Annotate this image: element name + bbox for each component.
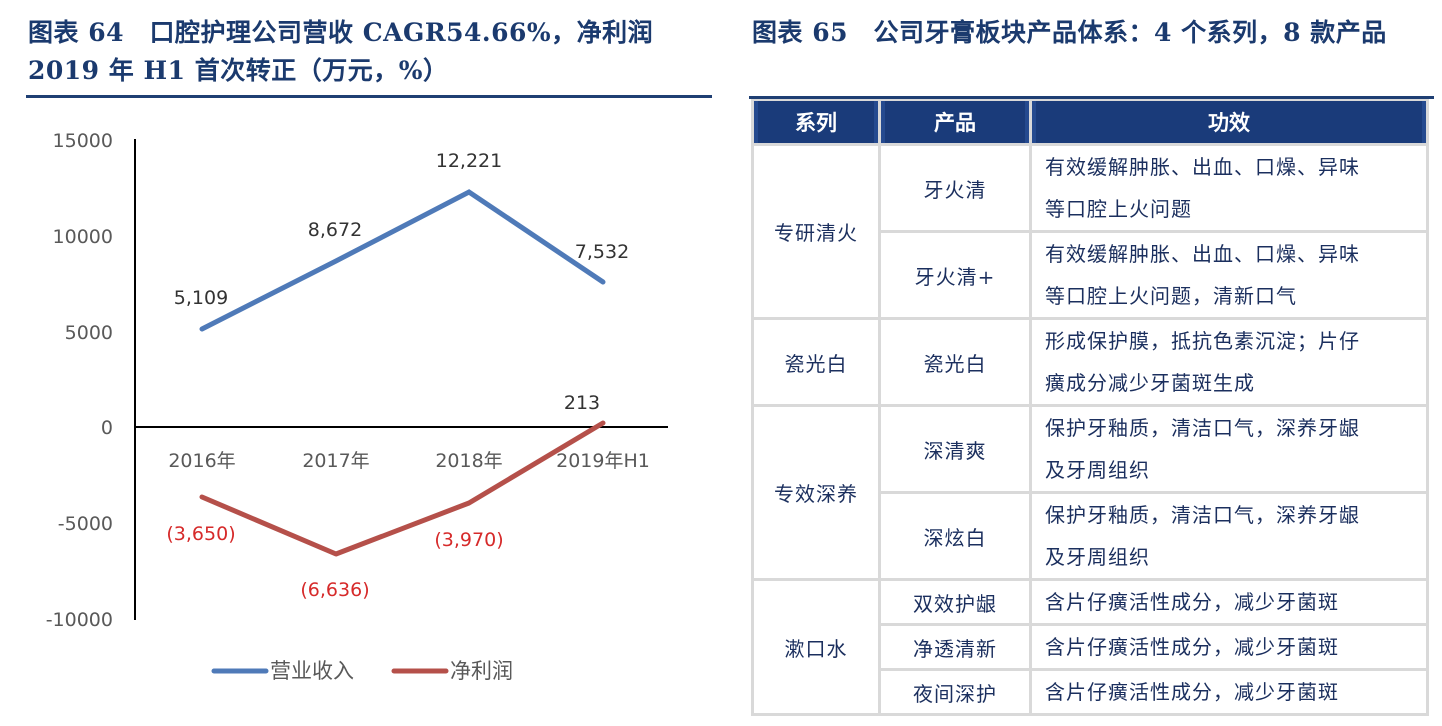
effect-cell: 保护牙釉质，清洁口气，深养牙龈 及牙周组织 <box>1029 404 1429 494</box>
header-effect: 功效 <box>1029 99 1429 146</box>
product-cell: 深清爽 <box>878 404 1032 494</box>
table-row: 专研清火 牙火清 有效缓解肿胀、出血、口燥、异味 等口腔上火问题 <box>751 143 1429 320</box>
figure-64-title: 图表 64 口腔护理公司营收 CAGR54.66%，净利润 2019 年 H1 … <box>28 18 654 85</box>
effect-cell: 含片仔癀活性成分，减少牙菌斑 <box>1029 578 1429 626</box>
y-tick: 5000 <box>65 322 113 344</box>
data-label: (6,636) <box>300 579 369 601</box>
product-cell: 深炫白 <box>878 491 1032 581</box>
y-tick: -5000 <box>58 513 113 535</box>
y-tick: 0 <box>101 417 113 439</box>
x-tick-labels: 2016年 2017年 2018年 2019年H1 <box>168 450 650 472</box>
product-cell: 净透清新 <box>878 623 1032 671</box>
net-profit-data-labels: (3,650) (6,636) (3,970) 213 <box>166 392 600 601</box>
x-tick: 2017年 <box>302 450 369 472</box>
header-product: 产品 <box>878 99 1032 146</box>
title-divider-left <box>26 95 712 98</box>
effect-text: 及牙周组织 <box>1045 458 1150 482</box>
table-row: 深炫白 保护牙釉质，清洁口气，深养牙龈 及牙周组织 <box>753 491 1429 581</box>
product-table: 系列 产品 功效 专研清火 牙火清 有效缓解肿胀、出血、口燥、异味 等口腔上火问题… <box>749 96 1436 716</box>
y-tick: -10000 <box>46 609 113 631</box>
data-label: 5,109 <box>174 287 228 309</box>
revenue-line <box>199 189 606 332</box>
y-tick: 10000 <box>53 226 113 248</box>
data-label: 12,221 <box>436 150 502 172</box>
data-label: 8,672 <box>308 219 362 241</box>
table-row: 牙火清+ 有效缓解肿胀、出血、口燥、异味 等口腔上火问题，清新口气 <box>753 230 1429 320</box>
data-label: (3,650) <box>166 523 235 545</box>
product-cell: 双效护龈 <box>878 578 1032 626</box>
effect-text: 及牙周组织 <box>1045 545 1150 569</box>
data-label: (3,970) <box>434 529 503 551</box>
y-tick: 15000 <box>53 130 113 152</box>
figure-65-title: 图表 65 公司牙膏板块产品体系：4 个系列，8 款产品 <box>752 18 1387 47</box>
effect-cell: 保护牙釉质，清洁口气，深养牙龈 及牙周组织 <box>1029 491 1429 581</box>
effect-cell: 有效缓解肿胀、出血、口燥、异味 等口腔上火问题 <box>1029 143 1429 233</box>
table-header-row: 系列 产品 功效 <box>751 99 1429 146</box>
table-row: 夜间深护 含片仔癀活性成分，减少牙菌斑 <box>753 668 1429 716</box>
data-label: 7,532 <box>575 241 629 263</box>
effect-cell: 含片仔癀活性成分，减少牙菌斑 <box>1029 623 1429 671</box>
product-cell: 瓷光白 <box>878 317 1032 407</box>
header-series: 系列 <box>751 99 881 146</box>
product-cell: 夜间深护 <box>878 668 1032 716</box>
y-tick-labels: 15000 10000 5000 0 -5000 -10000 <box>46 130 113 631</box>
x-tick: 2016年 <box>168 450 235 472</box>
x-tick: 2018年 <box>435 450 502 472</box>
effect-text: 等口腔上火问题 <box>1045 197 1192 221</box>
legend-net-profit-label: 净利润 <box>450 659 513 683</box>
revenue-data-labels: 5,109 8,672 12,221 7,532 <box>174 150 629 309</box>
effect-cell: 含片仔癀活性成分，减少牙菌斑 <box>1029 668 1429 716</box>
effect-text: 有效缓解肿胀、出血、口燥、异味 <box>1045 242 1360 266</box>
legend-revenue-label: 营业收入 <box>270 659 354 683</box>
product-cell: 牙火清+ <box>878 230 1032 320</box>
series-cell: 专研清火 <box>751 143 881 320</box>
series-cell: 漱口水 <box>751 578 881 716</box>
series-cell: 瓷光白 <box>751 317 881 407</box>
table-row: 瓷光白 瓷光白 形成保护膜，抵抗色素沉淀；片仔 癀成分减少牙菌斑生成 <box>751 317 1429 407</box>
legend: 营业收入 净利润 <box>211 659 513 683</box>
title-divider-right <box>749 96 1434 99</box>
effect-text: 有效缓解肿胀、出血、口燥、异味 <box>1045 155 1360 179</box>
product-cell: 牙火清 <box>878 143 1032 233</box>
effect-cell: 形成保护膜，抵抗色素沉淀；片仔 癀成分减少牙菌斑生成 <box>1029 317 1429 407</box>
data-label: 213 <box>564 392 600 414</box>
effect-text: 癀成分减少牙菌斑生成 <box>1045 371 1255 395</box>
table-row: 漱口水 双效护龈 含片仔癀活性成分，减少牙菌斑 <box>751 578 1429 716</box>
effect-text: 保护牙釉质，清洁口气，深养牙龈 <box>1045 503 1360 527</box>
table-row: 净透清新 含片仔癀活性成分，减少牙菌斑 <box>753 623 1429 671</box>
series-cell: 专效深养 <box>751 404 881 581</box>
net-profit-line <box>199 420 606 557</box>
table-row: 专效深养 深清爽 保护牙釉质，清洁口气，深养牙龈 及牙周组织 <box>751 404 1429 581</box>
line-chart: 15000 10000 5000 0 -5000 -10000 2016年 20… <box>0 110 720 722</box>
effect-cell: 有效缓解肿胀、出血、口燥、异味 等口腔上火问题，清新口气 <box>1029 230 1429 320</box>
x-tick: 2019年H1 <box>556 450 650 472</box>
effect-text: 形成保护膜，抵抗色素沉淀；片仔 <box>1045 329 1360 353</box>
effect-text: 等口腔上火问题，清新口气 <box>1045 284 1297 308</box>
effect-text: 保护牙釉质，清洁口气，深养牙龈 <box>1045 416 1360 440</box>
